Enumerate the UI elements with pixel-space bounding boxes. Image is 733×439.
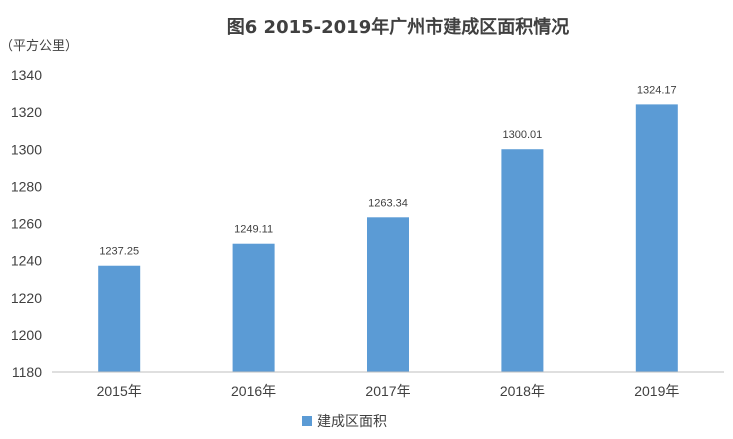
bar [501, 149, 544, 372]
bar [232, 243, 275, 372]
bars [98, 104, 678, 373]
data-label: 1237.25 [99, 246, 139, 258]
data-label: 1263.34 [368, 197, 408, 209]
unit-label: （平方公里） [0, 38, 78, 54]
y-tick-label: 1260 [11, 216, 42, 232]
x-tick-label: 2019年 [634, 383, 679, 399]
x-tick-label: 2017年 [365, 383, 410, 399]
x-tick-label: 2015年 [97, 383, 142, 399]
y-tick-label: 1280 [11, 178, 42, 194]
bar [367, 217, 409, 372]
chart-title: 图6 2015-2019年广州市建成区面积情况 [227, 16, 569, 38]
data-label: 1324.17 [637, 84, 677, 96]
legend: 建成区面积 [302, 414, 387, 430]
y-tick-label: 1200 [11, 327, 42, 343]
bar [98, 265, 141, 372]
y-tick-label: 1300 [11, 141, 42, 157]
data-labels: 1237.25 1249.11 1263.34 1300.01 1324.17 [99, 84, 676, 257]
x-tick-label: 2016年 [231, 383, 276, 399]
y-tick-label: 1320 [11, 104, 42, 120]
x-tick-label: 2018年 [500, 383, 545, 399]
y-tick-label: 1240 [11, 253, 42, 269]
bar [635, 104, 678, 373]
y-tick-label: 1220 [11, 290, 42, 306]
y-tick-label: 1340 [11, 67, 42, 83]
data-label: 1249.11 [234, 224, 273, 236]
data-label: 1300.01 [503, 129, 543, 141]
legend-swatch [302, 416, 312, 426]
y-tick-label: 1180 [12, 364, 42, 380]
y-axis: 1180 1200 1220 1240 1260 1280 1300 1320 1340 [11, 67, 42, 380]
legend-label: 建成区面积 [317, 414, 387, 430]
x-axis: 2015年 2016年 2017年 2018年 2019年 [52, 371, 724, 399]
